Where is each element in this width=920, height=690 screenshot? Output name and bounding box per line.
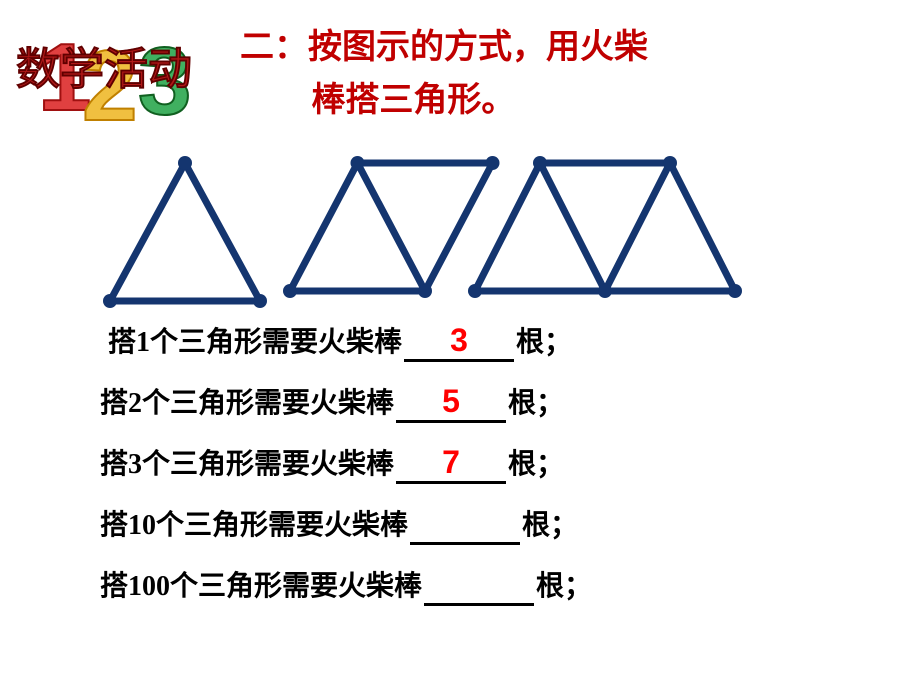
question-list: 搭1个三角形需要火柴棒3根；搭2个三角形需要火柴棒5根；搭3个三角形需要火柴棒7… (100, 320, 880, 625)
answer-blank (424, 568, 534, 606)
question-line: 搭10个三角形需要火柴棒 根； (100, 503, 880, 556)
question-stem: 搭1个三角形需要火柴棒 (108, 320, 402, 360)
question-stem: 搭2个三角形需要火柴棒 (100, 381, 394, 421)
question-line: 搭100个三角形需要火柴棒 根； (100, 564, 880, 617)
math-activity-logo: 1 2 3 数学活动 (10, 18, 220, 138)
answer-blank: 7 (396, 446, 506, 484)
answer-blank: 5 (396, 385, 506, 423)
answer-blank (410, 507, 520, 545)
title-line-2: 棒搭三角形。 (240, 75, 648, 128)
question-line: 搭3个三角形需要火柴棒7根； (100, 442, 880, 495)
question-suffix: 根； (508, 381, 564, 421)
triangle-diagram (100, 148, 870, 318)
question-suffix: 根； (536, 564, 592, 604)
question-stem: 搭100个三角形需要火柴棒 (100, 564, 422, 604)
question-stem: 搭10个三角形需要火柴棒 (100, 503, 408, 543)
question-line: 搭1个三角形需要火柴棒3根； (108, 320, 880, 373)
header: 1 2 3 数学活动 二：按图示的方式，用火柴 棒搭三角形。 (10, 18, 910, 138)
title-line-1: 二：按图示的方式，用火柴 (240, 22, 648, 75)
problem-title: 二：按图示的方式，用火柴 棒搭三角形。 (240, 22, 648, 127)
question-stem: 搭3个三角形需要火柴棒 (100, 442, 394, 482)
question-line: 搭2个三角形需要火柴棒5根； (100, 381, 880, 434)
question-suffix: 根； (508, 442, 564, 482)
answer-blank: 3 (404, 324, 514, 362)
question-suffix: 根； (522, 503, 578, 543)
logo-text: 数学活动 (16, 45, 192, 94)
question-suffix: 根； (516, 320, 572, 360)
